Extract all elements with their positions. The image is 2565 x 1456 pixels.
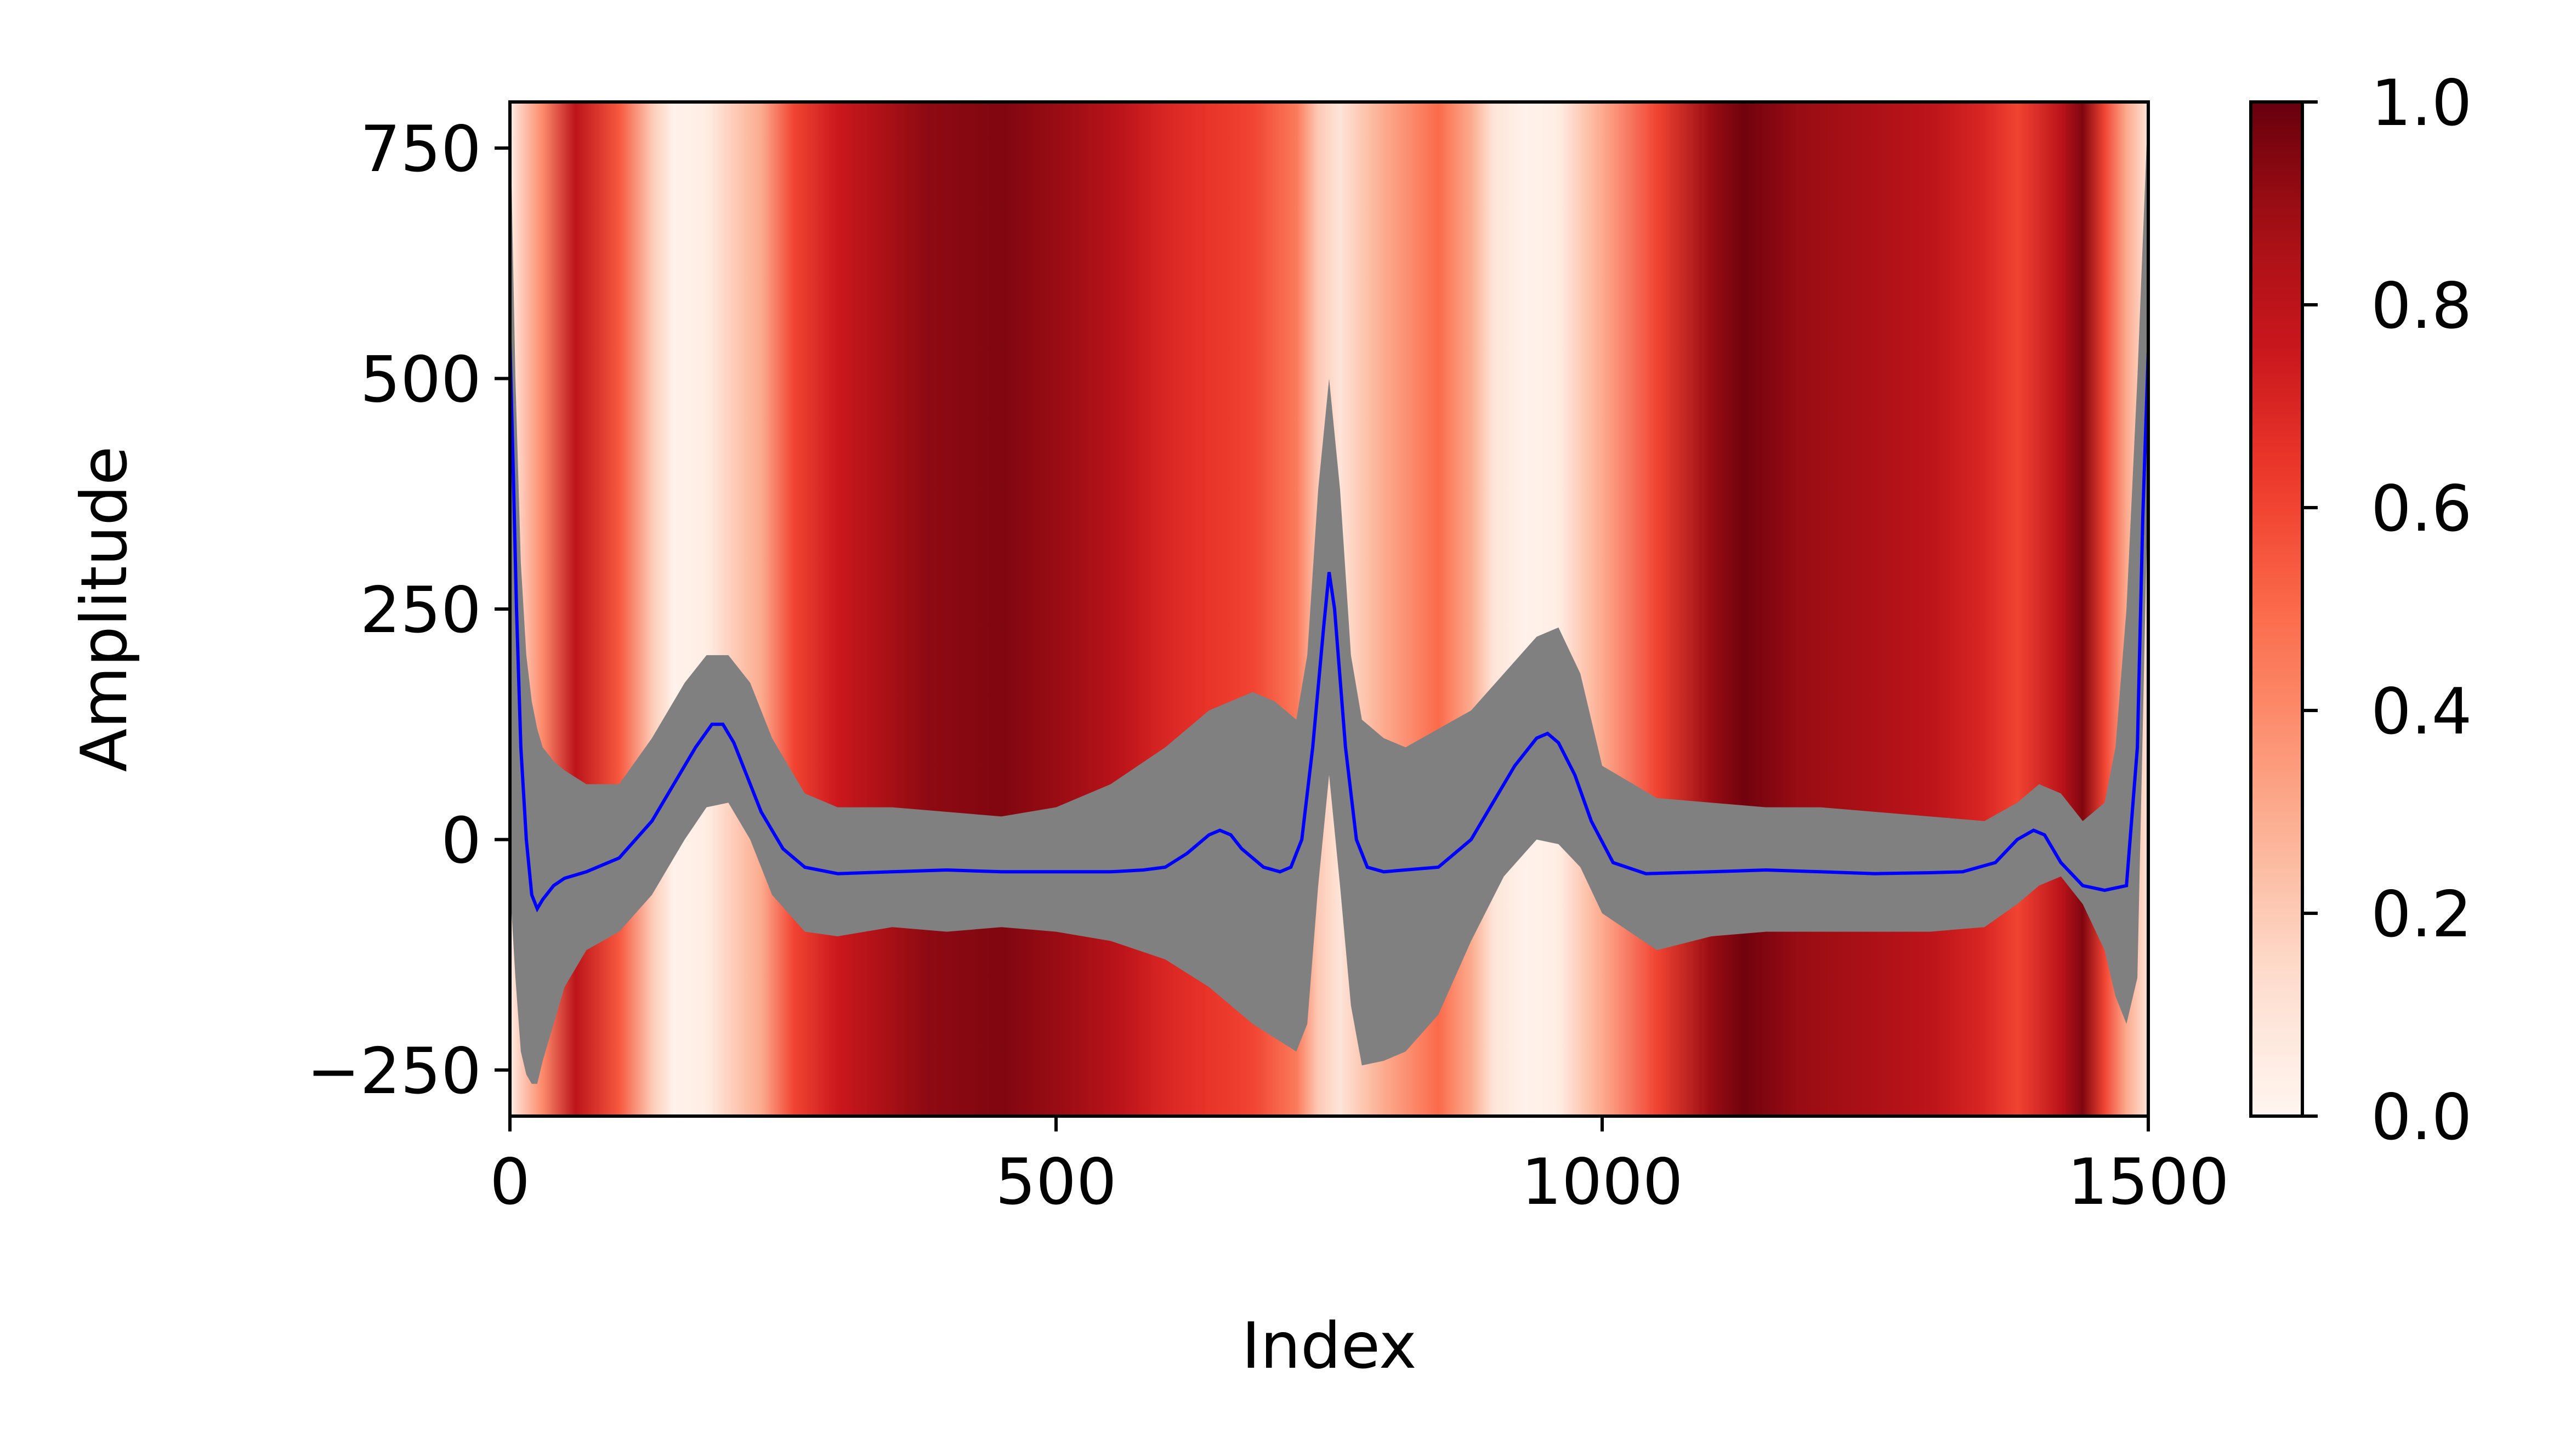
band-area bbox=[510, 102, 2148, 1084]
colorbar-tick-label: 0.4 bbox=[2371, 675, 2472, 749]
colorbar-axis: 0.0 0.2 0.4 0.6 0.8 1.0 bbox=[2302, 66, 2472, 1154]
colorbar bbox=[2249, 100, 2304, 1118]
y-tick-label: 250 bbox=[360, 573, 481, 647]
x-tick-label: 1000 bbox=[1521, 1145, 1683, 1219]
colorbar-tick-label: 1.0 bbox=[2371, 66, 2472, 140]
y-axis-label: Amplitude bbox=[67, 446, 141, 772]
x-axis-label: Index bbox=[1241, 1309, 1416, 1383]
colorbar-tick-label: 0.6 bbox=[2371, 472, 2472, 546]
colorbar-tick-label: 0.2 bbox=[2371, 878, 2472, 952]
x-tick-label: 1500 bbox=[2067, 1145, 2229, 1219]
x-tick-label: 500 bbox=[995, 1145, 1116, 1219]
y-tick-label: −250 bbox=[307, 1034, 481, 1108]
colorbar-tick-label: 0.0 bbox=[2371, 1080, 2472, 1154]
y-tick-label: 0 bbox=[441, 804, 481, 878]
y-tick-label: 750 bbox=[360, 112, 481, 186]
colorbar-tick-label: 0.8 bbox=[2371, 269, 2472, 343]
y-tick-label: 500 bbox=[360, 343, 481, 417]
x-tick-label: 0 bbox=[490, 1145, 530, 1219]
y-axis: −250 0 250 500 750 bbox=[307, 112, 510, 1108]
plot-area bbox=[510, 102, 2148, 1084]
x-axis: 0 500 1000 1500 bbox=[490, 1116, 2229, 1219]
series-line bbox=[510, 342, 2148, 913]
